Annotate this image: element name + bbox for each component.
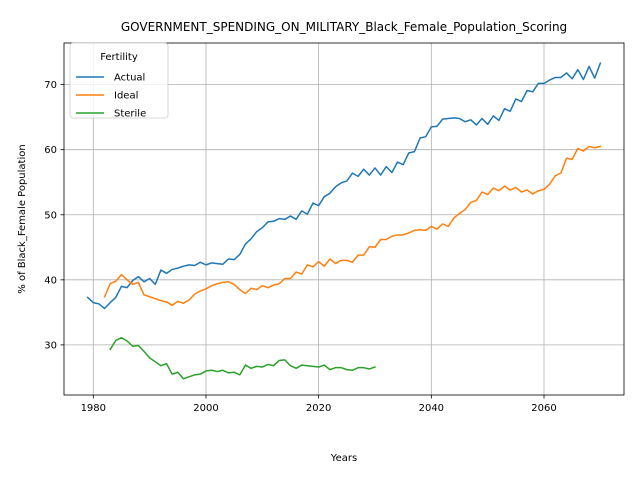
series-line-actual (86, 62, 602, 310)
x-tick-label: 2000 (193, 403, 218, 414)
series-line-sterile (109, 336, 376, 380)
x-tick-label: 1980 (81, 403, 106, 414)
legend-box (69, 42, 169, 119)
y-tick-label: 40 (44, 275, 57, 286)
grid (64, 43, 624, 395)
y-tick-label: 60 (44, 145, 57, 156)
series-layer (86, 62, 602, 380)
x-axis: 1980 2000 2020 2040 2060 (81, 395, 557, 414)
legend-label-ideal: Ideal (114, 91, 138, 102)
y-axis-label: % of Black_Female Population (17, 144, 28, 293)
x-tick-label: 2040 (419, 403, 444, 414)
x-tick-label: 2060 (531, 403, 556, 414)
legend-title: Fertility (100, 52, 138, 63)
plot-frame (63, 42, 625, 396)
chart-title: GOVERNMENT_SPENDING_ON_MILITARY_Black_Fe… (121, 20, 567, 34)
legend: Fertility Actual Ideal Sterile (69, 42, 169, 120)
y-axis: 30 40 50 60 70 (44, 80, 64, 351)
legend-items: Actual Ideal Sterile (76, 73, 146, 120)
series-line-ideal (103, 145, 602, 306)
legend-label-actual: Actual (114, 73, 145, 84)
y-tick-label: 50 (44, 210, 57, 221)
x-tick-label: 2020 (306, 403, 331, 414)
legend-label-sterile: Sterile (114, 109, 146, 120)
y-tick-label: 30 (44, 340, 57, 351)
y-tick-label: 70 (44, 80, 57, 91)
x-axis-label: Years (330, 453, 357, 464)
